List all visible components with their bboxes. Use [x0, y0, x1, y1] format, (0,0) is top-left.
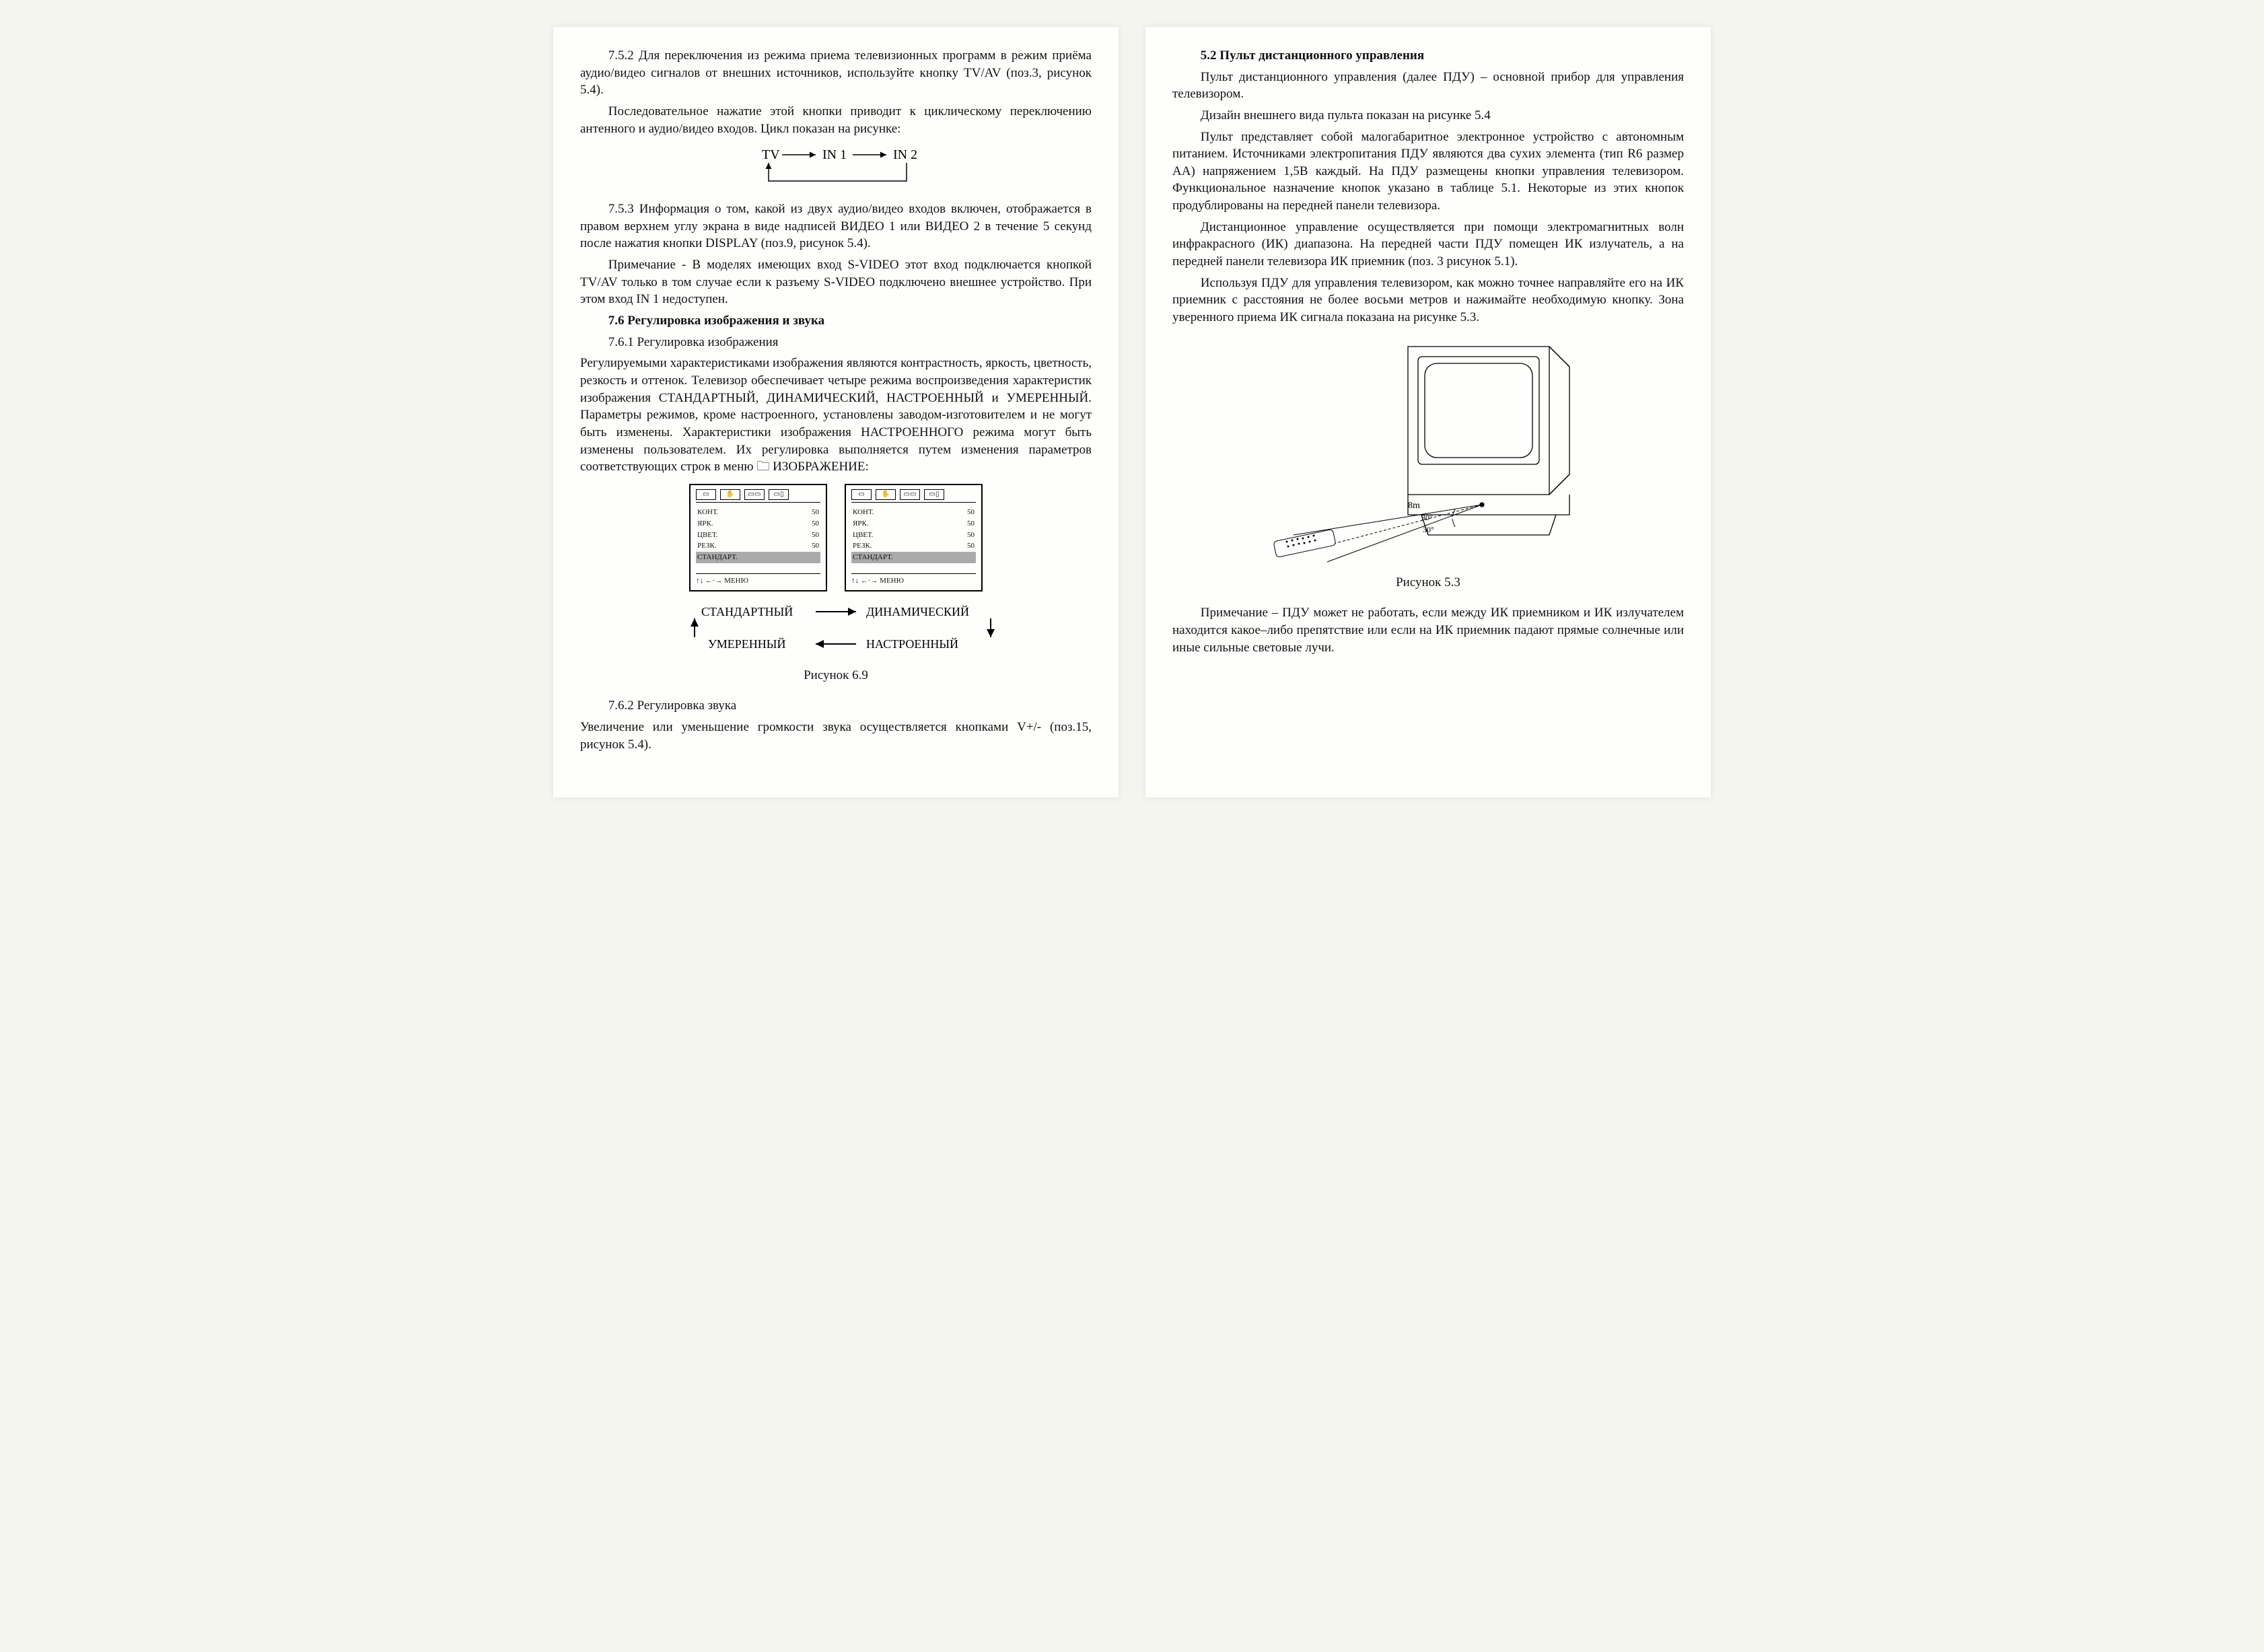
menu-label: КОНТ. [697, 507, 718, 517]
para-7-5-3: 7.5.3 Информация о том, какой из двух ау… [580, 201, 1092, 252]
svg-text:30°: 30° [1423, 525, 1434, 534]
figure-5-3-caption: Рисунок 5.3 [1172, 574, 1684, 591]
menu-label: ЯРК. [853, 519, 869, 529]
para-sound-adjust: Увеличение или уменьшение громкости звук… [580, 719, 1092, 753]
tab-icon: ▭ [696, 489, 716, 500]
svg-text:НАСТРОЕННЫЙ: НАСТРОЕННЫЙ [866, 637, 958, 651]
mode-cycle-diagram: СТАНДАРТНЫЙ ДИНАМИЧЕСКИЙ НАСТРОЕННЫЙ УМЕ… [654, 601, 1018, 661]
menu-val: 50 [967, 541, 975, 551]
tab-icon: ▭▭ [744, 489, 765, 500]
ir-zone-diagram: 8m 30° 30° [1253, 340, 1603, 569]
svg-text:IN 1: IN 1 [822, 147, 847, 162]
svg-text:30°: 30° [1421, 513, 1433, 522]
menu-label: ЦВЕТ. [697, 530, 717, 540]
cycle-diagram: TV IN 1 IN 2 [728, 144, 944, 191]
menu-val: 50 [967, 530, 975, 540]
svg-text:TV: TV [762, 147, 780, 162]
para-5-2-5: Используя ПДУ для управления телевизором… [1172, 275, 1684, 326]
para-7-5-2: 7.5.2 Для переключения из режима приема … [580, 47, 1092, 99]
menu-label: СТАНДАРТ. [697, 552, 737, 563]
svg-text:8m: 8m [1408, 501, 1420, 511]
svg-text:IN 2: IN 2 [893, 147, 917, 162]
para-note-ir: Примечание – ПДУ может не работать, если… [1172, 604, 1684, 656]
heading-7-6: 7.6 Регулировка изображения и звука [580, 312, 1092, 330]
svg-text:СТАНДАРТНЫЙ: СТАНДАРТНЫЙ [701, 605, 793, 618]
para-5-2-3: Пульт представляет собой малогабаритное … [1172, 129, 1684, 215]
tab-icon: ▭▭ [900, 489, 920, 500]
menu-val: 50 [812, 519, 819, 529]
tab-icon: ✋ [720, 489, 740, 500]
osd-menu-right: ▭ ✋ ▭▭ ▭▯ КОНТ. 50 ЯРК. 50 ЦВЕТ. 50 РЕЗК. 50… [845, 484, 983, 591]
para-note-svideo: Примечание - В моделях имеющих вход S-VI… [580, 256, 1092, 308]
menu-val: 50 [967, 519, 975, 529]
figure-6-9-caption: Рисунок 6.9 [580, 667, 1092, 684]
menu-val: 50 [967, 507, 975, 517]
para-5-2-4: Дистанционное управление осуществляется … [1172, 219, 1684, 271]
heading-7-6-1: 7.6.1 Регулировка изображения [580, 334, 1092, 351]
para-5-2-2: Дизайн внешнего вида пульта показан на р… [1172, 107, 1684, 124]
svg-text:ДИНАМИЧЕСКИЙ: ДИНАМИЧЕСКИЙ [866, 605, 969, 618]
menu-val: 50 [812, 541, 819, 551]
menu-footer: ↑↓ ←·→ МЕНЮ [851, 573, 976, 586]
menu-label: РЕЗК. [697, 541, 717, 551]
tab-icon: ▭ [851, 489, 872, 500]
osd-menu-left: ▭ ✋ ▭▭ ▭▯ КОНТ. 50 ЯРК. 50 ЦВЕТ. 50 РЕЗК. 50… [689, 484, 827, 591]
menu-footer: ↑↓ ←·→ МЕНЮ [696, 573, 820, 586]
para-cycle-intro: Последовательное нажатие этой кнопки при… [580, 103, 1092, 137]
right-page: 5.2 Пульт дистанционного управления Пуль… [1145, 27, 1711, 797]
left-page: 7.5.2 Для переключения из режима приема … [553, 27, 1119, 797]
tab-icon: ▭▯ [769, 489, 789, 500]
menu-label: РЕЗК. [853, 541, 872, 551]
menu-label: СТАНДАРТ. [853, 552, 892, 563]
heading-5-2: 5.2 Пульт дистанционного управления [1172, 47, 1684, 65]
para-5-2-1: Пульт дистанционного управления (далее П… [1172, 69, 1684, 103]
para-image-adjust: Регулируемыми характеристиками изображен… [580, 355, 1092, 475]
tab-icon: ✋ [876, 489, 896, 500]
heading-7-6-2: 7.6.2 Регулировка звука [580, 697, 1092, 715]
tab-icon: ▭▯ [924, 489, 944, 500]
menu-val: 50 [812, 530, 819, 540]
osd-menus: ▭ ✋ ▭▭ ▭▯ КОНТ. 50 ЯРК. 50 ЦВЕТ. 50 РЕЗК. 50… [580, 484, 1092, 591]
menu-val: 50 [812, 507, 819, 517]
menu-label: ЯРК. [697, 519, 713, 529]
svg-text:УМЕРЕННЫЙ: УМЕРЕННЫЙ [708, 637, 785, 651]
menu-label: КОНТ. [853, 507, 874, 517]
menu-label: ЦВЕТ. [853, 530, 873, 540]
